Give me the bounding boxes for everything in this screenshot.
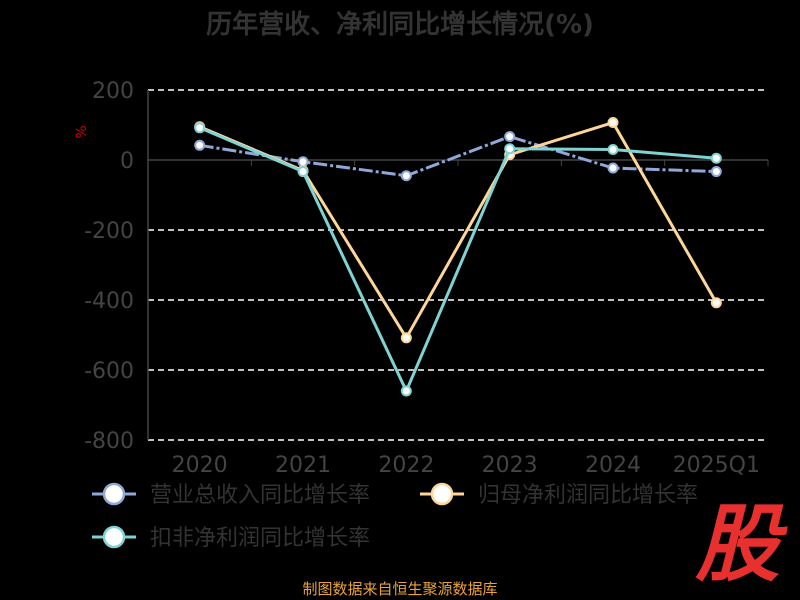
brand-logo: 股: [695, 495, 780, 593]
y-tick-label: -800: [84, 429, 134, 454]
data-point: [400, 170, 412, 182]
y-tick-label: -600: [84, 359, 134, 384]
data-source-note: 制图数据来自恒生聚源数据库: [302, 580, 498, 598]
series-line-1: [199, 135, 717, 178]
y-tick-label: -200: [84, 219, 134, 244]
legend-label: 扣非净利润同比增长率: [150, 526, 370, 551]
x-tick-label: 2021: [275, 453, 331, 478]
data-point: [504, 143, 516, 155]
data-point: [710, 166, 722, 178]
data-point: [607, 162, 619, 174]
data-point: [297, 166, 309, 178]
legend-marker: [430, 482, 454, 506]
series-line-3: [199, 126, 717, 393]
y-tick-label: -400: [84, 289, 134, 314]
y-tick-label: 0: [120, 149, 134, 174]
legend-label: 营业总收入同比增长率: [150, 483, 370, 508]
y-tick-label: 200: [92, 79, 134, 104]
axes: 200 0 -200 -400 -600 -800 2020 2021 2022 2023 2024…: [84, 79, 769, 478]
data-point: [504, 131, 516, 143]
data-point: [297, 156, 309, 168]
data-point: [710, 152, 722, 164]
x-tick-label: 2024: [585, 453, 641, 478]
x-tick-label: 2020: [172, 453, 228, 478]
data-point: [710, 297, 722, 309]
legend-marker: [102, 525, 126, 549]
data-point: [607, 117, 619, 129]
y-axis-unit-label: %: [74, 125, 90, 138]
legend-marker: [102, 482, 126, 506]
x-tick-label: 2025Q1: [673, 453, 760, 478]
data-point: [400, 385, 412, 397]
x-tick-label: 2022: [378, 453, 434, 478]
data-point: [400, 332, 412, 344]
series-lines: [194, 117, 722, 397]
x-tick-label: 2023: [482, 453, 538, 478]
data-point: [194, 139, 206, 151]
chart-title: 历年营收、净利同比增长情况(%): [206, 9, 594, 40]
gridlines: [148, 89, 768, 441]
data-point: [194, 122, 206, 134]
legend-label: 归母净利润同比增长率: [478, 483, 698, 508]
data-point: [607, 144, 619, 155]
